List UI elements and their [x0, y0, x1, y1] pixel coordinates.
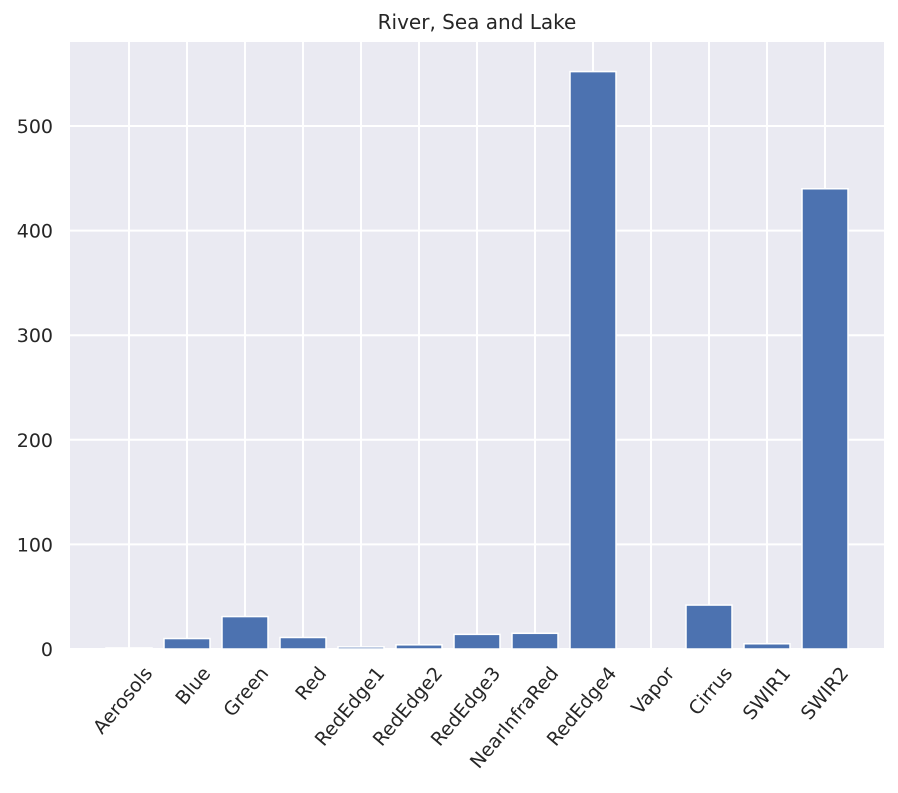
chart-title: River, Sea and Lake: [378, 10, 577, 34]
bar-green: [221, 615, 269, 650]
x-tick-label: SWIR2: [797, 663, 854, 724]
x-tick-label: Blue: [171, 663, 215, 709]
y-tick-label: 400: [17, 221, 53, 243]
y-axis-ticks: 0 100 200 300 400 500: [17, 116, 53, 661]
x-tick-label: Red: [291, 663, 331, 705]
bar-swir1: [743, 643, 791, 650]
y-tick-label: 300: [17, 325, 53, 347]
y-tick-label: 200: [17, 430, 53, 452]
bar-nearinfrared: [511, 632, 559, 650]
bar-rededge1: [337, 646, 385, 650]
bars: [105, 70, 849, 650]
bar-swir2: [801, 188, 849, 650]
bar-red: [279, 636, 327, 650]
bar-aerosols: [105, 647, 153, 650]
x-axis-ticks: Aerosols Blue Green RedRedEdge1RedEdge2RedE…: [89, 663, 853, 773]
y-tick-label: 100: [17, 534, 53, 556]
x-tick-label: Green: [219, 663, 273, 721]
bar-rededge4: [569, 70, 617, 650]
bar-blue: [163, 637, 211, 650]
x-tick-label: SWIR1: [739, 663, 796, 724]
x-tick-label: Vapor: [627, 663, 679, 719]
y-tick-label: 500: [17, 116, 53, 138]
bar-rededge3: [453, 633, 501, 650]
x-tick-label: Aerosols: [89, 663, 157, 738]
y-tick-label: 0: [41, 639, 53, 661]
x-tick-label: Cirrus: [685, 663, 738, 720]
bar-cirrus: [685, 604, 733, 650]
bar-rededge2: [395, 644, 443, 650]
